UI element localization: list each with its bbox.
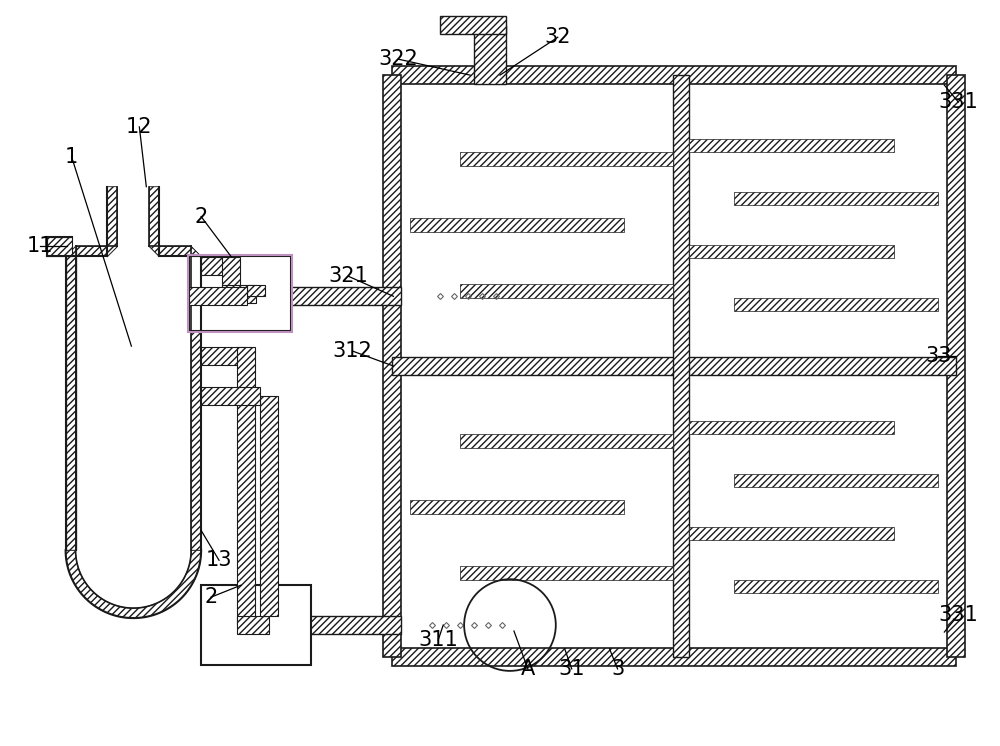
Bar (410, 500, 624, 514)
Bar (689, 140, 894, 152)
Text: A: A (521, 659, 535, 679)
Bar (474, 25, 506, 84)
Bar (734, 580, 938, 592)
Text: 322: 322 (379, 49, 418, 69)
Text: 33: 33 (925, 346, 952, 366)
Text: 13: 13 (206, 551, 232, 570)
Bar (673, 75, 689, 657)
Bar (734, 298, 938, 311)
Text: 1: 1 (65, 147, 78, 167)
Text: 321: 321 (329, 266, 368, 286)
Bar (689, 245, 894, 258)
Bar (460, 152, 673, 166)
Bar (237, 616, 269, 634)
Text: 2: 2 (194, 207, 208, 227)
Polygon shape (66, 246, 76, 551)
Bar (201, 347, 246, 365)
Polygon shape (66, 551, 201, 618)
Text: 31: 31 (558, 659, 585, 679)
Bar (392, 357, 956, 375)
Bar (947, 75, 965, 657)
Polygon shape (66, 246, 76, 551)
Text: 12: 12 (126, 117, 153, 137)
Bar (260, 396, 278, 616)
Bar (189, 287, 247, 305)
Bar (237, 347, 255, 625)
Text: 311: 311 (418, 630, 458, 650)
Bar (201, 387, 260, 405)
Bar (392, 648, 956, 666)
Polygon shape (66, 246, 117, 257)
Bar (734, 192, 938, 205)
Bar (188, 255, 292, 332)
Bar (201, 585, 311, 665)
Bar (460, 566, 673, 580)
Bar (189, 257, 291, 331)
Bar (222, 257, 240, 294)
Bar (410, 218, 624, 232)
Bar (222, 285, 256, 303)
Bar (383, 75, 401, 657)
Polygon shape (47, 236, 72, 257)
Bar (689, 527, 894, 540)
Bar (460, 434, 673, 448)
Text: 331: 331 (938, 92, 978, 112)
Bar (247, 285, 265, 296)
Polygon shape (191, 246, 201, 551)
Bar (392, 66, 956, 84)
Text: 32: 32 (545, 28, 571, 47)
Text: 2: 2 (204, 587, 218, 607)
Bar (689, 421, 894, 434)
Text: 3: 3 (611, 659, 624, 679)
Polygon shape (149, 246, 201, 257)
Bar (440, 16, 506, 34)
Polygon shape (107, 186, 117, 257)
Bar (734, 474, 938, 487)
Polygon shape (149, 186, 159, 257)
Text: 331: 331 (938, 605, 978, 625)
Text: 11: 11 (26, 236, 53, 257)
Bar (291, 287, 401, 305)
Bar (201, 257, 231, 275)
Text: 312: 312 (333, 341, 372, 361)
Bar (291, 616, 401, 634)
Bar (460, 284, 673, 298)
